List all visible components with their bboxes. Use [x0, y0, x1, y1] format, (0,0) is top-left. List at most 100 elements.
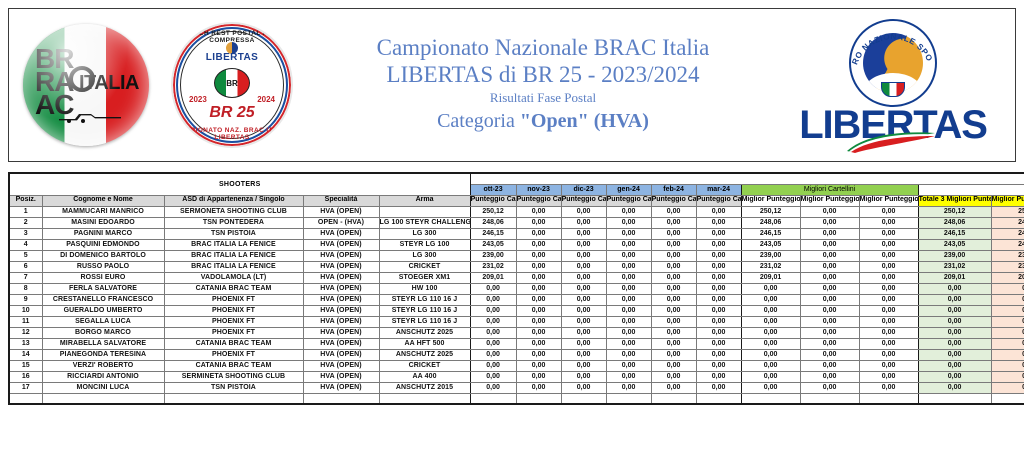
brac-italia-logo-slot: BRRAAC ITALIA: [9, 24, 149, 146]
cell-punteggio-dic: 0,00: [560, 293, 607, 306]
table-row[interactable]: 8 FERLA SALVATORE CATANIA BRAC TEAM HVA (OP…: [8, 282, 1024, 295]
cell-posizione: 4: [8, 238, 43, 251]
cell-totale-3-migliori: 248,06: [917, 216, 992, 229]
cell-miglior-punteggio-1: 239,00: [740, 249, 801, 262]
table-row[interactable]: 13 MIRABELLA SALVATORE CATANIA BRAC TEAM HV…: [8, 337, 1024, 350]
table-trailing-empty-row: [8, 392, 1024, 405]
cell-miglior-punteggio-1: 246,15: [740, 227, 801, 240]
cell-punteggio-ott: 243,05: [469, 238, 517, 251]
table-row[interactable]: 16 RICCIARDI ANTONIO SERMINETA SHOOTING CL…: [8, 370, 1024, 383]
cell-punteggio-dic: 0,00: [560, 359, 607, 372]
cell-totale-3-migliori: 246,15: [917, 227, 992, 240]
table-row[interactable]: 9 CRESTANELLO FRANCESCO PHOENIX FT HVA (OPE…: [8, 293, 1024, 306]
group-header-shooters: SHOOTERS: [7, 172, 471, 196]
cell-miglior-punteggio-1: 0,00: [740, 381, 801, 394]
cell-specialita: OPEN - (HVA): [302, 216, 380, 229]
table-row[interactable]: 1 MAMMUCARI MANRICO SERMONETA SHOOTING CLU…: [8, 205, 1024, 218]
cell-miglior-punteggio-2: 0,00: [799, 326, 860, 339]
cell-punteggio-gen: 0,00: [605, 282, 652, 295]
cell-punteggio-mar: 0,00: [695, 227, 742, 240]
cell-specialita: HVA (OPEN): [302, 359, 380, 372]
cell-punteggio-nov: 0,00: [515, 216, 562, 229]
cell-miglior-assoluto: 0,00: [990, 381, 1024, 394]
table-row[interactable]: 3 PAGNINI MARCO TSN PISTOIA HVA (OPEN) LG 30…: [8, 227, 1024, 240]
header-title-block: Campionato Nazionale BRAC Italia LIBERTA…: [293, 35, 793, 135]
table-row[interactable]: 17 MONCINI LUCA TSN PISTOIA HVA (OPEN) ANSCH…: [8, 381, 1024, 394]
cell-punteggio-nov: 0,00: [515, 304, 562, 317]
cell-miglior-punteggio-3: 0,00: [858, 271, 919, 284]
cell-miglior-punteggio-2: 0,00: [799, 359, 860, 372]
band-month-gen: gen-24: [605, 183, 652, 196]
cell-punteggio-mar: 0,00: [695, 282, 742, 295]
cell-miglior-assoluto: 250,12: [990, 205, 1024, 218]
empty-cell: [990, 392, 1024, 405]
cell-cognome-nome: CRESTANELLO FRANCESCO: [41, 293, 165, 306]
table-row[interactable]: 11 SEGALLA LUCA PHOENIX FT HVA (OPEN) STEYR …: [8, 315, 1024, 328]
cell-asd: PHOENIX FT: [163, 326, 304, 339]
cell-punteggio-ott: 0,00: [469, 359, 517, 372]
cell-asd: SERMINETA SHOOTING CLUB: [163, 370, 304, 383]
cell-asd: BRAC ITALIA LA FENICE: [163, 238, 304, 251]
libertas-swoosh-icon: [847, 132, 935, 153]
cell-punteggio-feb: 0,00: [650, 304, 697, 317]
cell-miglior-punteggio-3: 0,00: [858, 348, 919, 361]
cell-miglior-assoluto: 0,00: [990, 315, 1024, 328]
results-table-wrap: SHOOTERS ott-23 nov-23 dic-23 gen-24 feb…: [7, 172, 1024, 405]
table-row[interactable]: 4 PASQUINI EDMONDO BRAC ITALIA LA FENICE HV…: [8, 238, 1024, 251]
cell-punteggio-gen: 0,00: [605, 348, 652, 361]
table-row[interactable]: 2 MASINI EDOARDO TSN PONTEDERA OPEN - (HVA)…: [8, 216, 1024, 229]
cell-arma: CRICKET: [378, 359, 471, 372]
cell-miglior-punteggio-1: 0,00: [740, 304, 801, 317]
title-line-1: Campionato Nazionale BRAC Italia: [376, 35, 710, 61]
cell-totale-3-migliori: 0,00: [917, 381, 992, 394]
cell-miglior-assoluto: 246,15: [990, 227, 1024, 240]
cell-miglior-assoluto: 0,00: [990, 293, 1024, 306]
col-header-totale-3-migliori: Totale 3 Migliori Punteggi: [917, 194, 992, 207]
cell-punteggio-feb: 0,00: [650, 293, 697, 306]
cell-punteggio-feb: 0,00: [650, 359, 697, 372]
table-row[interactable]: 14 PIANEGONDA TERESINA PHOENIX FT HVA (OPEN…: [8, 348, 1024, 361]
cell-specialita: HVA (OPEN): [302, 337, 380, 350]
cell-posizione: 16: [8, 370, 43, 383]
cell-punteggio-nov: 0,00: [515, 238, 562, 251]
cell-posizione: 5: [8, 249, 43, 262]
cns-outer-ring: [849, 19, 937, 107]
cell-punteggio-nov: 0,00: [515, 293, 562, 306]
empty-cell: [560, 392, 607, 405]
cell-punteggio-dic: 0,00: [560, 337, 607, 350]
cell-miglior-punteggio-3: 0,00: [858, 260, 919, 273]
cell-miglior-punteggio-3: 0,00: [858, 337, 919, 350]
cell-punteggio-dic: 0,00: [560, 227, 607, 240]
empty-cell: [650, 392, 697, 405]
cell-punteggio-ott: 0,00: [469, 315, 517, 328]
cell-arma: CRICKET: [378, 260, 471, 273]
table-row[interactable]: 7 ROSSI EURO VADOLAMOLA (LT) HVA (OPEN) STOE…: [8, 271, 1024, 284]
cell-punteggio-dic: 0,00: [560, 381, 607, 394]
br25-libertas-text: LIBERTAS: [205, 52, 259, 63]
cell-arma: ANSCHUTZ 2015: [378, 381, 471, 394]
cell-punteggio-feb: 0,00: [650, 337, 697, 350]
cell-miglior-punteggio-1: 0,00: [740, 326, 801, 339]
cell-cognome-nome: RUSSO PAOLO: [41, 260, 165, 273]
cell-miglior-punteggio-3: 0,00: [858, 370, 919, 383]
cell-cognome-nome: PAGNINI MARCO: [41, 227, 165, 240]
cell-miglior-assoluto: 239,00: [990, 249, 1024, 262]
cell-punteggio-feb: 0,00: [650, 205, 697, 218]
cell-posizione: 2: [8, 216, 43, 229]
table-row[interactable]: 15 VERZI' ROBERTO CATANIA BRAC TEAM HVA (OP…: [8, 359, 1024, 372]
cell-miglior-punteggio-2: 0,00: [799, 315, 860, 328]
cell-arma: HW 100: [378, 282, 471, 295]
col-header-miglior-punteggio-3: Miglior Punteggio 3: [858, 194, 919, 207]
cell-asd: CATANIA BRAC TEAM: [163, 337, 304, 350]
cell-totale-3-migliori: 239,00: [917, 249, 992, 262]
table-row[interactable]: 6 RUSSO PAOLO BRAC ITALIA LA FENICE HVA (OP…: [8, 260, 1024, 273]
title-line-4-category: Categoria "Open" (HVA): [299, 108, 787, 135]
table-row[interactable]: 5 DI DOMENICO BARTOLO BRAC ITALIA LA FENIC…: [8, 249, 1024, 262]
empty-cell: [41, 392, 165, 405]
col-header-specialita: Specialità: [302, 194, 380, 207]
table-row[interactable]: 12 BORGO MARCO PHOENIX FT HVA (OPEN) ANSCHUT…: [8, 326, 1024, 339]
cell-miglior-assoluto: 0,00: [990, 326, 1024, 339]
table-row[interactable]: 10 GUERALDO UMBERTO PHOENIX FT HVA (OPEN) ST…: [8, 304, 1024, 317]
results-table-body: 1 MAMMUCARI MANRICO SERMONETA SHOOTING CLU…: [8, 205, 1024, 394]
cell-punteggio-mar: 0,00: [695, 238, 742, 251]
